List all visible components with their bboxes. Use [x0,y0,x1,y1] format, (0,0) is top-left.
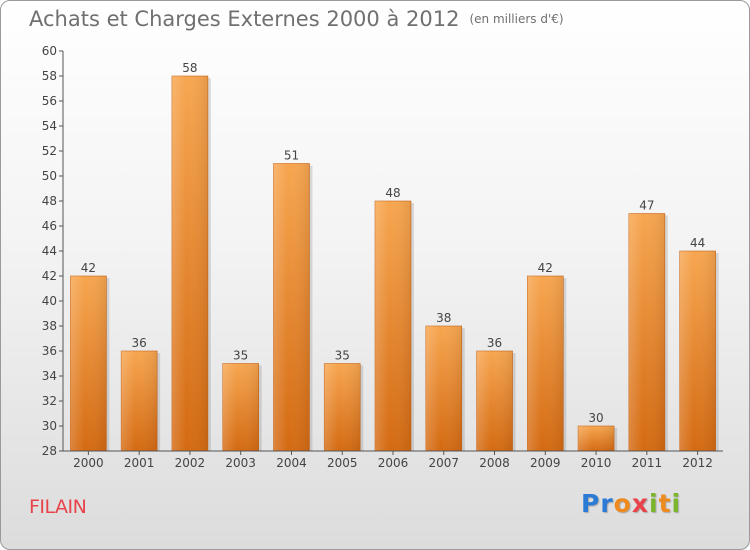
logo-letter: r [600,489,614,518]
y-tick-label: 54 [42,119,57,133]
logo-letter: o [613,489,632,518]
bar-value-label: 35 [335,349,350,363]
y-tick-label: 32 [42,394,57,408]
logo-letter: i [649,489,659,518]
bar-value-label: 48 [385,186,400,200]
bar-highlight [578,426,615,451]
proxiti-logo: Proxiti [581,489,681,518]
logo-letter: i [671,489,682,518]
bar-highlight [527,276,564,451]
bar-highlight [171,76,208,451]
y-axis: 28 30 32 34 36 38 40 42 44 46 48 50 52 54 56 58 60 [42,44,64,458]
y-tick-label: 56 [42,94,57,108]
y-tick-label: 34 [42,369,57,383]
y-tick-label: 44 [42,244,57,258]
bar-value-label: 35 [233,349,248,363]
x-tick-label: 2001 [124,456,155,470]
y-tick-label: 36 [42,344,57,358]
bar-value-label: 30 [588,411,603,425]
x-tick-label: 2006 [378,456,409,470]
x-axis: 2000 2001 2002 2003 2004 2005 2006 2007 2008 2009… [63,450,723,470]
y-tick-label: 30 [42,419,57,433]
unit-label: (en milliers d'€) [469,12,564,26]
y-tick-label: 52 [42,144,57,158]
y-tick-label: 60 [42,44,57,58]
bar-value-label: 38 [436,311,451,325]
logo-letter: x [631,489,649,518]
x-tick-label: 2009 [530,456,561,470]
bar-value-label: 44 [690,236,705,250]
bar-value-label: 58 [182,61,197,75]
y-tick-label: 50 [42,169,57,183]
y-tick-label: 28 [42,444,57,458]
y-tick-label: 58 [42,69,57,83]
x-tick-label: 2004 [276,456,307,470]
bar-highlight [70,276,107,451]
x-tick-label: 2002 [175,456,206,470]
x-tick-label: 2000 [73,456,104,470]
x-tick-label: 2011 [632,456,663,470]
town-name: FILAIN [29,496,87,518]
x-tick-label: 2007 [428,456,459,470]
bar-highlight [628,213,665,451]
bar-value-label: 47 [639,199,654,213]
bar-highlight [425,326,462,451]
x-tick-label: 2012 [682,456,713,470]
y-tick-label: 38 [42,319,57,333]
bar-highlight [476,351,513,451]
bars: 42 36 58 35 51 35 48 38 36 42 30 47 44 [70,61,719,452]
logo-letter: t [658,489,672,518]
bar-highlight [324,363,361,451]
x-tick-label: 2003 [225,456,256,470]
bar-highlight [121,351,158,451]
bar-value-label: 42 [538,261,553,275]
x-tick-label: 2005 [327,456,358,470]
bar-value-label: 36 [132,336,147,350]
logo-letter: P [581,489,601,518]
bar-highlight [375,201,411,451]
x-tick-label: 2008 [479,456,510,470]
chart-title: Achats et Charges Externes 2000 à 2012 (e… [29,7,564,31]
bar-highlight [679,251,716,451]
y-tick-label: 46 [42,219,57,233]
bar-value-label: 36 [487,336,502,350]
y-tick-label: 40 [42,294,57,308]
x-tick-label: 2010 [581,456,612,470]
y-tick-label: 48 [42,194,57,208]
bar-highlight [222,363,259,451]
y-tick-label: 42 [42,269,57,283]
bar-value-label: 51 [284,149,299,163]
title-text: Achats et Charges Externes 2000 à 2012 [29,7,460,31]
bar-value-label: 42 [81,261,96,275]
bar-highlight [273,163,310,451]
